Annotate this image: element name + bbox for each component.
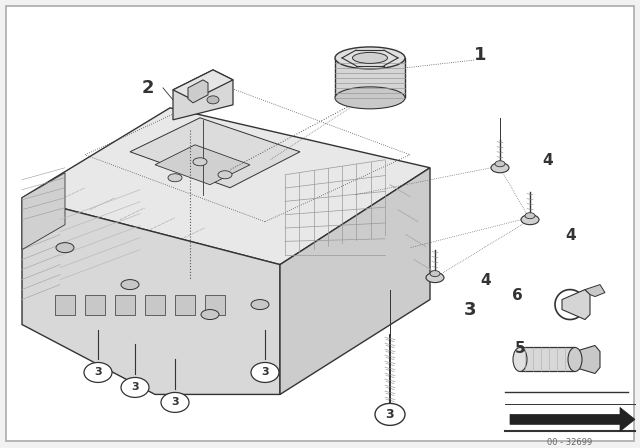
Text: 4: 4 [565,228,575,243]
Polygon shape [335,58,405,98]
Polygon shape [145,295,165,314]
Polygon shape [22,198,280,394]
Ellipse shape [56,243,74,253]
Ellipse shape [495,161,505,167]
Polygon shape [115,295,135,314]
Polygon shape [520,348,575,371]
Text: 00 - 32699: 00 - 32699 [547,438,593,447]
Ellipse shape [121,280,139,289]
Polygon shape [130,118,300,188]
Ellipse shape [426,272,444,283]
Polygon shape [173,70,233,120]
Ellipse shape [335,87,405,109]
Text: 4: 4 [480,272,491,288]
Ellipse shape [353,52,387,64]
Polygon shape [55,295,75,314]
Polygon shape [22,108,430,265]
Polygon shape [280,168,430,394]
Polygon shape [585,284,605,297]
Text: 5: 5 [515,341,525,357]
Polygon shape [22,173,65,250]
Text: 4: 4 [542,153,552,168]
Ellipse shape [375,403,405,426]
Ellipse shape [382,410,398,418]
Polygon shape [85,295,105,314]
Ellipse shape [521,215,539,225]
Ellipse shape [251,300,269,310]
Polygon shape [175,295,195,314]
Ellipse shape [207,96,219,104]
Text: 3: 3 [261,367,269,378]
Text: 3: 3 [94,367,102,378]
Polygon shape [155,145,250,185]
Ellipse shape [430,271,440,276]
Ellipse shape [201,310,219,319]
Ellipse shape [335,47,405,69]
Text: 1: 1 [474,46,486,64]
Ellipse shape [386,404,394,409]
Polygon shape [575,345,600,374]
Ellipse shape [218,171,232,179]
Polygon shape [173,70,233,100]
Polygon shape [562,289,590,319]
Text: 3: 3 [171,397,179,407]
Text: 3: 3 [464,301,476,319]
Ellipse shape [568,348,582,371]
Text: 3: 3 [386,408,394,421]
Text: 2: 2 [141,79,154,97]
Ellipse shape [168,174,182,182]
Text: 6: 6 [512,288,523,302]
Polygon shape [205,295,225,314]
Ellipse shape [161,392,189,413]
Polygon shape [188,80,208,103]
Ellipse shape [513,348,527,371]
Ellipse shape [380,409,400,420]
Ellipse shape [121,378,149,397]
Ellipse shape [251,362,279,383]
Ellipse shape [84,362,112,383]
Ellipse shape [525,213,535,219]
Text: 3: 3 [131,383,139,392]
Polygon shape [510,407,635,431]
Ellipse shape [193,158,207,166]
Ellipse shape [491,163,509,173]
